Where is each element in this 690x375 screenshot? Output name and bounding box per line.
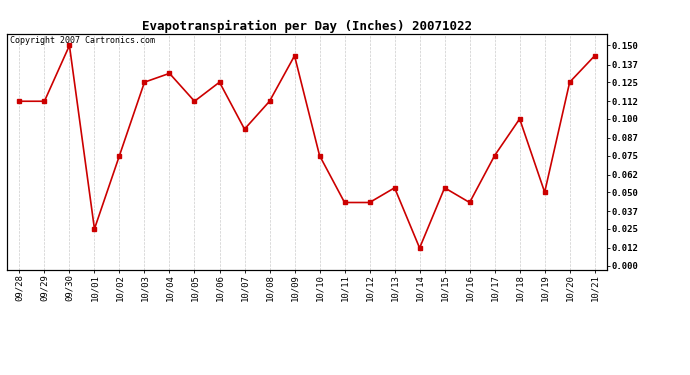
Title: Evapotranspiration per Day (Inches) 20071022: Evapotranspiration per Day (Inches) 2007…: [142, 20, 472, 33]
Text: Copyright 2007 Cartronics.com: Copyright 2007 Cartronics.com: [10, 36, 155, 45]
